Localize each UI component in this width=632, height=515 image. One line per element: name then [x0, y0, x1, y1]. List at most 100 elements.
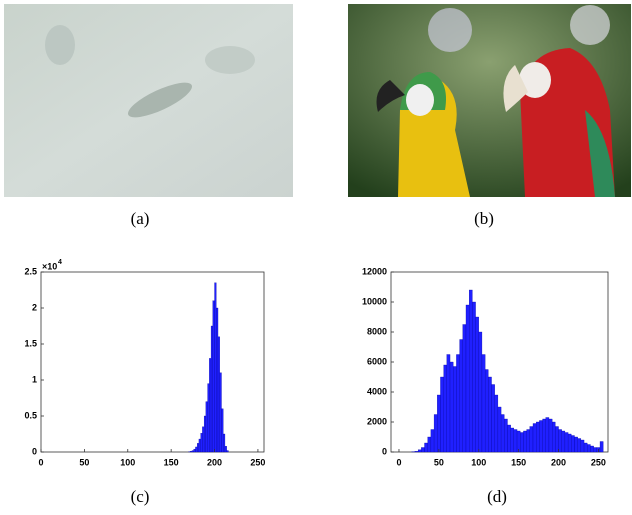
bar: [192, 451, 194, 452]
bar: [190, 451, 192, 452]
bar: [425, 443, 428, 452]
bar: [546, 418, 549, 453]
bar: [568, 434, 571, 452]
bar: [202, 427, 204, 452]
y-tick-label: 10000: [362, 296, 387, 306]
bar: [415, 451, 418, 452]
bar: [469, 290, 472, 452]
x-tick-label: 100: [120, 457, 135, 467]
bar: [227, 451, 229, 452]
bar: [536, 422, 539, 452]
bar: [555, 427, 558, 453]
bar: [574, 437, 577, 452]
bar: [476, 317, 479, 452]
y-tick-label: 0: [382, 446, 387, 456]
y-tick-label: 2000: [367, 416, 387, 426]
y-tick-label: 12000: [362, 266, 387, 276]
bar: [440, 377, 443, 452]
bar: [447, 355, 450, 453]
bar: [479, 332, 482, 452]
bar: [197, 443, 199, 452]
caption: (d): [487, 487, 507, 506]
bar: [434, 415, 437, 453]
bar: [450, 362, 453, 452]
bar: [492, 385, 495, 453]
x-tick-label: 50: [434, 457, 444, 467]
bar: [571, 436, 574, 453]
image-a: [4, 4, 293, 197]
bar: [498, 407, 501, 452]
bar: [594, 448, 597, 453]
bar: [514, 430, 517, 453]
x-tick-label: 150: [164, 457, 179, 467]
y-tick-label: 0: [32, 446, 37, 456]
y-tick-label: 1.5: [24, 338, 37, 348]
bar: [201, 433, 203, 452]
bar: [460, 340, 463, 453]
figure: (a) (b) (c) (d) 05010015020025000.511.52…: [0, 0, 632, 515]
bar: [456, 355, 459, 453]
bar: [221, 409, 223, 452]
caption: (a): [131, 209, 150, 228]
bar: [552, 422, 555, 452]
x-tick-label: 200: [207, 457, 222, 467]
bar: [215, 283, 217, 452]
x-tick-label: 150: [511, 457, 526, 467]
y-tick-label: 4000: [367, 386, 387, 396]
bar: [206, 402, 208, 452]
bar: [533, 424, 536, 453]
bar: [485, 370, 488, 453]
bar: [559, 430, 562, 453]
x-tick-label: 0: [38, 457, 43, 467]
bar: [501, 415, 504, 453]
bar: [587, 445, 590, 453]
bar: [428, 437, 431, 452]
caption: (b): [474, 209, 494, 228]
bar: [216, 308, 218, 452]
bar: [204, 416, 206, 452]
bar: [562, 431, 565, 452]
bar: [565, 433, 568, 453]
image-b: [348, 4, 631, 197]
bar: [466, 305, 469, 452]
bar: [584, 443, 587, 452]
bar: [511, 428, 514, 452]
bar: [600, 442, 603, 453]
y-tick-label: 6000: [367, 356, 387, 366]
bar: [507, 425, 510, 452]
bar: [437, 395, 440, 452]
bar: [211, 326, 213, 452]
x-tick-label: 100: [471, 457, 486, 467]
y-scale-label: ×10: [42, 261, 57, 271]
y-tick-label: 1: [32, 374, 37, 384]
x-tick-label: 200: [551, 457, 566, 467]
bar: [194, 449, 196, 452]
bar: [418, 450, 421, 452]
bar: [488, 377, 491, 452]
bar: [543, 419, 546, 452]
bar: [209, 358, 211, 452]
x-tick-label: 50: [79, 457, 89, 467]
bar: [504, 419, 507, 452]
bar: [444, 365, 447, 452]
bar: [208, 384, 210, 452]
caption: (c): [131, 487, 150, 506]
bar: [527, 430, 530, 453]
bar: [223, 434, 225, 452]
y-tick-label: 8000: [367, 326, 387, 336]
x-tick-label: 250: [591, 457, 606, 467]
bar: [225, 446, 227, 452]
bar: [530, 427, 533, 453]
bar: [195, 447, 197, 452]
plot-area: [41, 272, 264, 452]
x-tick-label: 250: [250, 457, 265, 467]
bar: [421, 448, 424, 453]
bar: [220, 373, 222, 452]
bar: [213, 301, 215, 452]
bar: [472, 302, 475, 452]
bar: [590, 446, 593, 452]
x-tick-label: 0: [396, 457, 401, 467]
bar: [578, 439, 581, 453]
bar: [581, 440, 584, 452]
bar: [199, 439, 201, 452]
